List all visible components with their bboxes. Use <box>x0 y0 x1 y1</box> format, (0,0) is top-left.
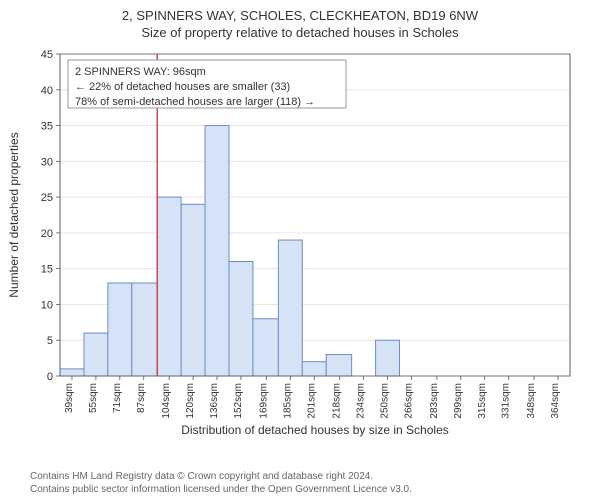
title-main: 2, SPINNERS WAY, SCHOLES, CLECKHEATON, B… <box>0 0 600 25</box>
svg-text:218sqm: 218sqm <box>332 383 343 419</box>
svg-text:35: 35 <box>41 121 53 133</box>
svg-text:283sqm: 283sqm <box>429 383 440 419</box>
svg-text:2 SPINNERS WAY: 96sqm: 2 SPINNERS WAY: 96sqm <box>75 66 206 78</box>
svg-text:78% of semi-detached houses ar: 78% of semi-detached houses are larger (… <box>75 96 315 108</box>
svg-text:Number of detached properties: Number of detached properties <box>7 132 21 297</box>
svg-text:104sqm: 104sqm <box>161 383 172 419</box>
svg-text:185sqm: 185sqm <box>282 383 293 419</box>
svg-text:0: 0 <box>47 371 53 383</box>
svg-text:40: 40 <box>41 85 53 97</box>
svg-text:234sqm: 234sqm <box>356 383 367 419</box>
chart-area: 0 5 10 15 20 25 30 35 40 45 39sqm 55sqm 71sqm 87sqm 10… <box>0 40 600 440</box>
svg-text:315sqm: 315sqm <box>477 383 488 419</box>
svg-text:120sqm: 120sqm <box>185 383 196 419</box>
svg-text:20: 20 <box>41 228 53 240</box>
histogram-svg: 0 5 10 15 20 25 30 35 40 45 39sqm 55sqm 71sqm 87sqm 10… <box>0 40 600 440</box>
footer-line2: Contains public sector information licen… <box>30 483 412 496</box>
svg-text:266sqm: 266sqm <box>403 383 414 419</box>
svg-text:364sqm: 364sqm <box>550 383 561 419</box>
svg-text:136sqm: 136sqm <box>209 383 220 419</box>
svg-text:← 22% of detached houses are s: ← 22% of detached houses are smaller (33… <box>75 81 290 93</box>
svg-text:87sqm: 87sqm <box>136 383 147 413</box>
svg-text:152sqm: 152sqm <box>233 383 244 419</box>
svg-text:30: 30 <box>41 156 53 168</box>
svg-text:25: 25 <box>41 192 53 204</box>
svg-text:5: 5 <box>47 335 53 347</box>
svg-text:299sqm: 299sqm <box>453 383 464 419</box>
footer-attribution: Contains HM Land Registry data © Crown c… <box>30 470 412 496</box>
svg-text:45: 45 <box>41 49 53 61</box>
chart-container: 2, SPINNERS WAY, SCHOLES, CLECKHEATON, B… <box>0 0 600 500</box>
svg-text:250sqm: 250sqm <box>380 383 391 419</box>
svg-text:201sqm: 201sqm <box>306 383 317 419</box>
svg-text:15: 15 <box>41 264 53 276</box>
svg-text:39sqm: 39sqm <box>64 383 75 413</box>
svg-text:71sqm: 71sqm <box>112 383 123 413</box>
footer-line1: Contains HM Land Registry data © Crown c… <box>30 470 412 483</box>
svg-text:Distribution of detached house: Distribution of detached houses by size … <box>181 423 449 437</box>
svg-text:169sqm: 169sqm <box>258 383 269 419</box>
svg-text:348sqm: 348sqm <box>526 383 537 419</box>
svg-text:10: 10 <box>41 299 53 311</box>
svg-text:55sqm: 55sqm <box>88 383 99 413</box>
svg-text:331sqm: 331sqm <box>501 383 512 419</box>
